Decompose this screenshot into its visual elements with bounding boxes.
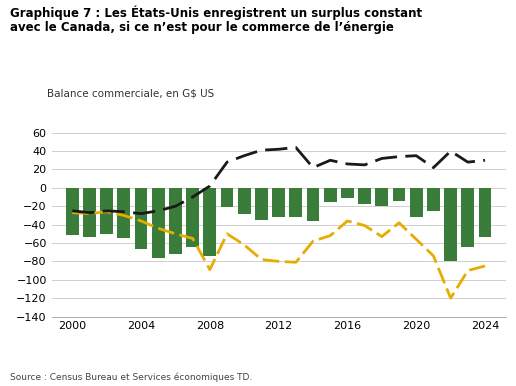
Bar xyxy=(289,188,302,217)
Text: avec le Canada, si ce n’est pour le commerce de l’énergie: avec le Canada, si ce n’est pour le comm… xyxy=(10,21,394,34)
Bar xyxy=(255,188,268,220)
Bar xyxy=(478,188,491,237)
Bar xyxy=(307,188,319,221)
Bar xyxy=(461,188,474,247)
Bar xyxy=(358,188,371,205)
Bar xyxy=(117,188,130,239)
Bar xyxy=(203,188,216,256)
Bar xyxy=(220,188,233,207)
Bar xyxy=(100,188,113,234)
Bar xyxy=(169,188,182,254)
Bar xyxy=(341,188,354,198)
Bar xyxy=(427,188,440,211)
Bar xyxy=(152,188,165,258)
Bar xyxy=(393,188,406,201)
Bar xyxy=(135,188,148,249)
Bar xyxy=(83,188,96,237)
Bar xyxy=(375,188,388,206)
Bar xyxy=(66,188,79,235)
Bar xyxy=(324,188,337,201)
Bar xyxy=(238,188,251,213)
Bar xyxy=(272,188,285,217)
Text: Graphique 7 : Les États-Unis enregistrent un surplus constant: Graphique 7 : Les États-Unis enregistren… xyxy=(10,6,423,20)
Text: Source : Census Bureau et Services économiques TD.: Source : Census Bureau et Services écono… xyxy=(10,372,252,382)
Bar xyxy=(410,188,423,217)
Bar xyxy=(186,188,199,247)
Bar xyxy=(444,188,457,261)
Text: Balance commerciale, en G$ US: Balance commerciale, en G$ US xyxy=(47,88,214,98)
